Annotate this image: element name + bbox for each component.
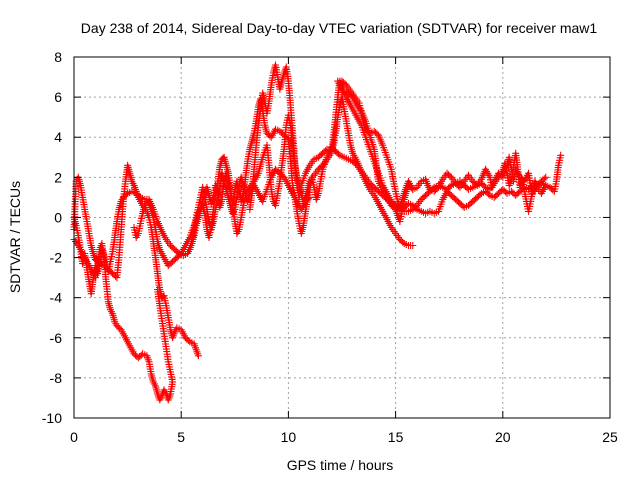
data-point xyxy=(184,337,192,344)
data-point xyxy=(557,151,565,159)
data-point xyxy=(412,204,420,212)
x-tick-label: 5 xyxy=(177,429,185,445)
y-axis-label: SDTVAR / TECUs xyxy=(7,181,23,293)
series-trace-7 xyxy=(338,77,417,211)
chart-title: Day 238 of 2014, Sidereal Day-to-day VTE… xyxy=(81,20,598,36)
data-point xyxy=(154,286,162,294)
plot-frame xyxy=(73,56,611,419)
data-point xyxy=(476,191,484,199)
data-point xyxy=(409,242,417,249)
series-trace-6 xyxy=(334,77,550,217)
y-tick-label: -4 xyxy=(50,290,63,306)
y-tick-label: -2 xyxy=(50,250,63,266)
series-trace-8 xyxy=(186,165,314,253)
data-series xyxy=(70,61,565,404)
data-point xyxy=(540,175,548,183)
data-point xyxy=(485,190,492,198)
y-tick-label: 0 xyxy=(54,209,62,225)
y-axis-tick-labels: -10 -8 -6 -4 -2 0 2 4 6 8 xyxy=(42,49,62,426)
data-point xyxy=(304,195,312,203)
x-tick-label: 0 xyxy=(70,429,78,445)
x-tick-label: 25 xyxy=(602,429,618,445)
series-trace-5 xyxy=(246,61,417,249)
y-tick-label: 6 xyxy=(54,89,62,105)
x-tick-label: 15 xyxy=(388,429,404,445)
y-tick-label: -10 xyxy=(42,410,62,426)
data-point xyxy=(112,272,119,280)
data-point xyxy=(399,238,407,246)
x-axis-tick-labels: 0 5 10 15 20 25 xyxy=(70,429,618,445)
data-point xyxy=(542,181,550,189)
data-point xyxy=(446,183,454,191)
data-point xyxy=(334,150,342,158)
data-point xyxy=(409,185,417,193)
data-point xyxy=(446,172,454,180)
y-tick-label: -6 xyxy=(50,330,63,346)
axis-ticks xyxy=(73,56,611,419)
data-point xyxy=(472,180,480,188)
x-tick-label: 20 xyxy=(495,429,511,445)
data-point xyxy=(480,182,488,190)
x-axis-label: GPS time / hours xyxy=(287,457,394,473)
y-tick-label: 8 xyxy=(54,49,62,65)
data-point xyxy=(306,193,314,201)
x-tick-label: 10 xyxy=(281,429,297,445)
y-tick-label: 4 xyxy=(54,129,62,145)
data-point xyxy=(542,173,550,181)
y-tick-label: -8 xyxy=(50,370,63,386)
y-tick-label: 2 xyxy=(54,169,62,185)
data-point xyxy=(194,352,202,360)
series-trace-3 xyxy=(70,236,177,404)
